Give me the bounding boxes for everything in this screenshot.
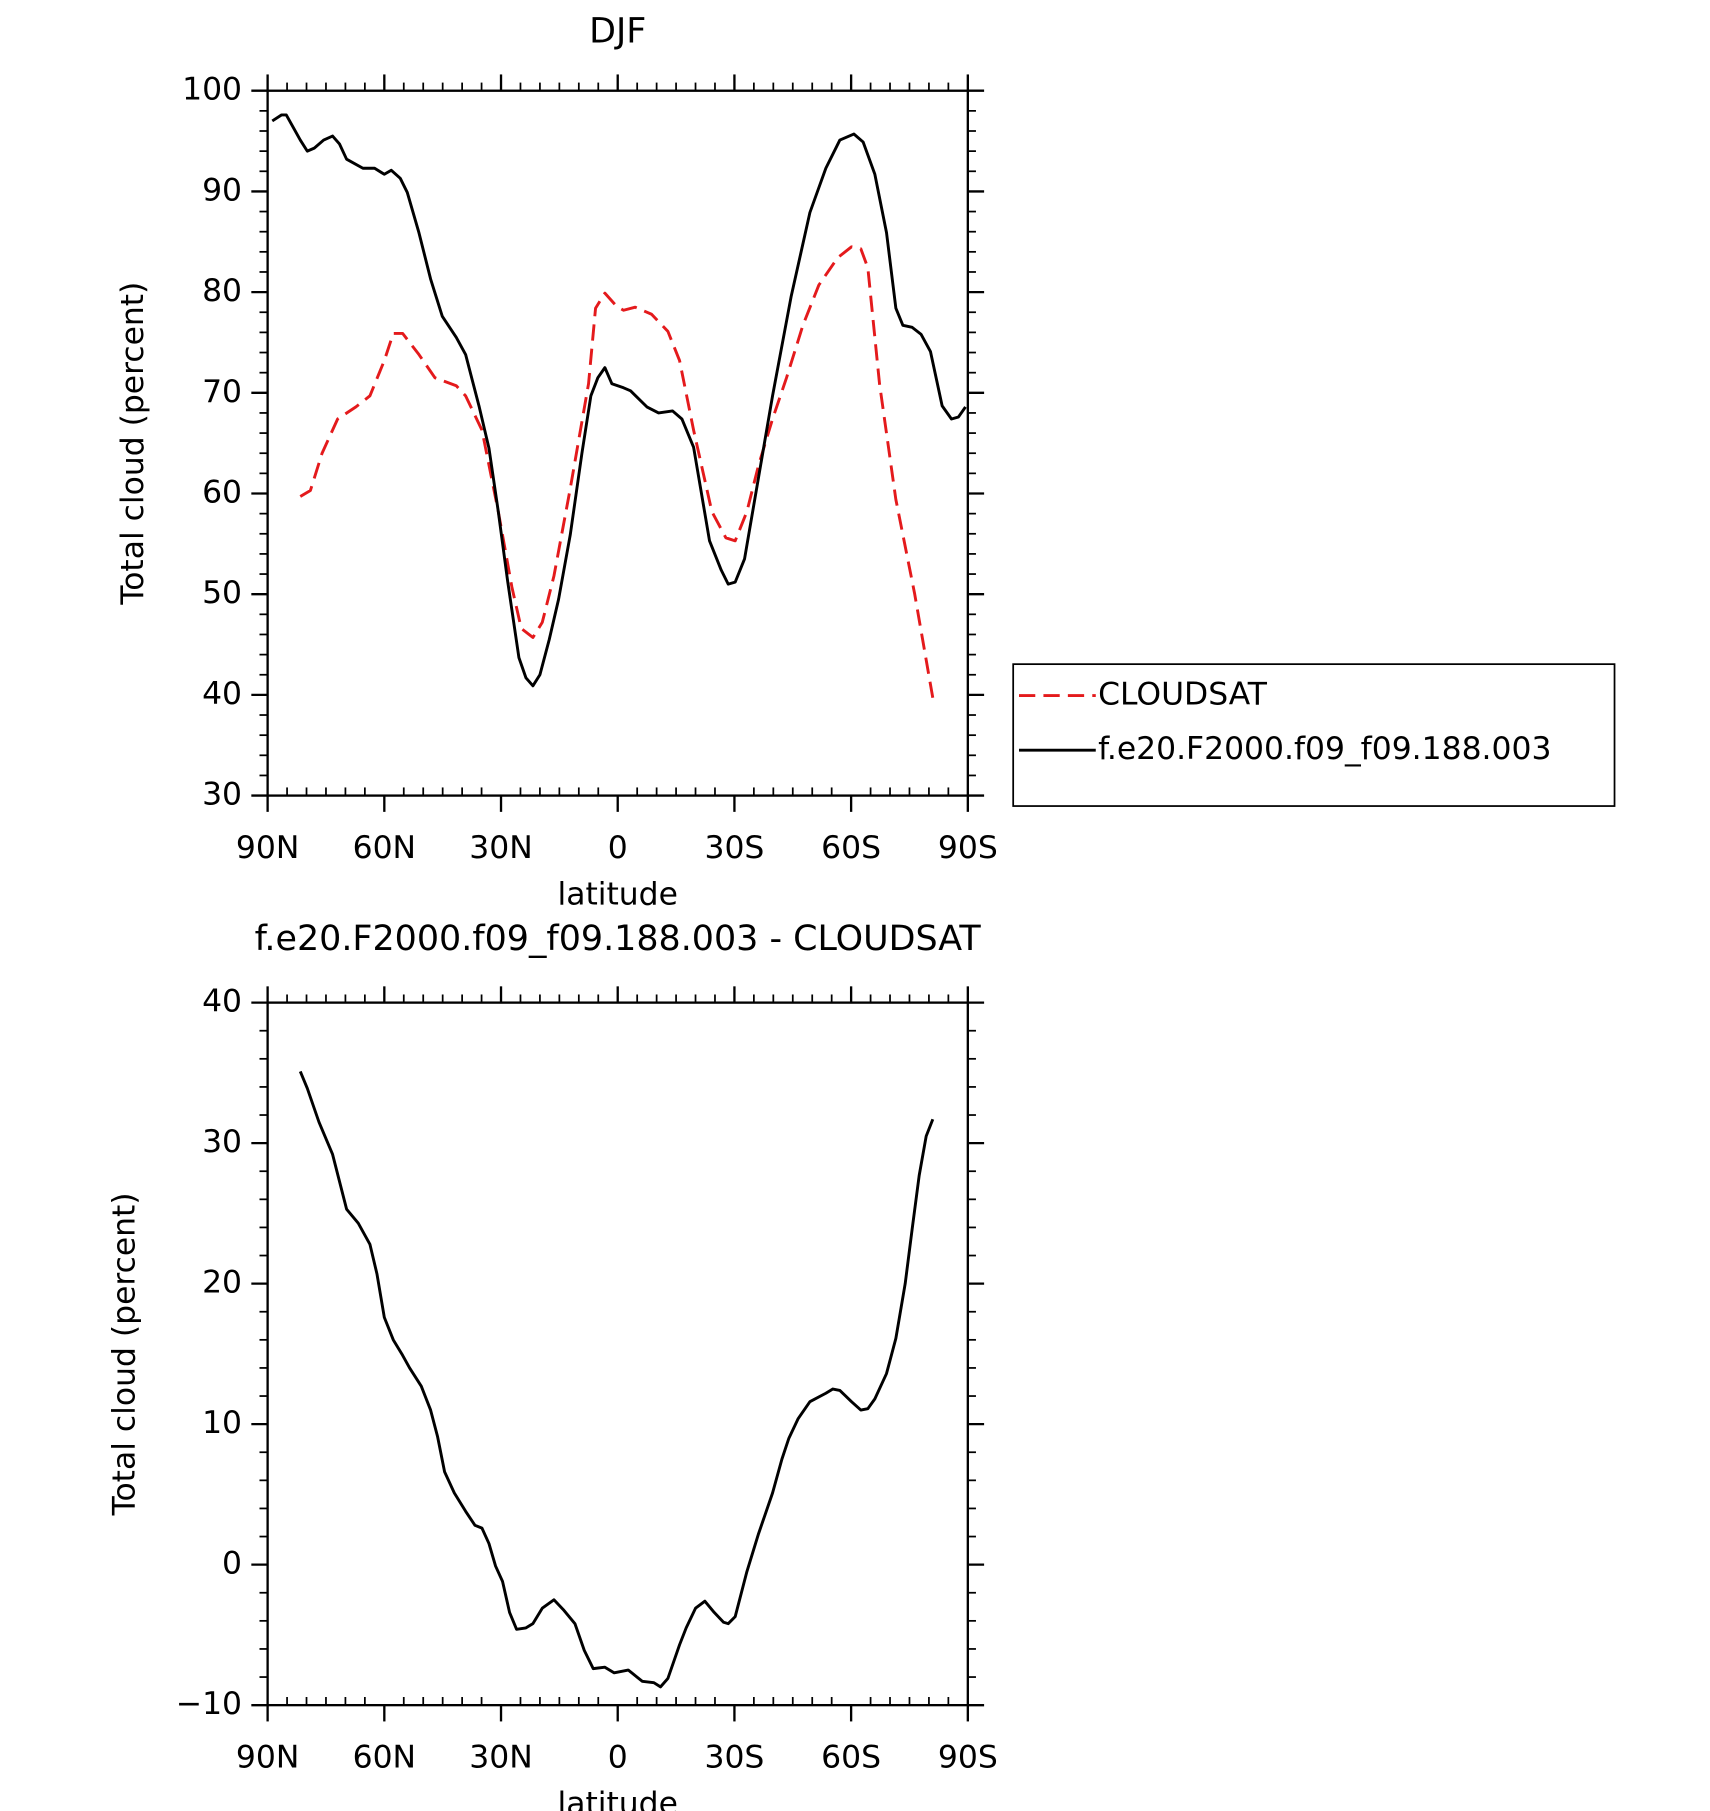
data-line (299, 245, 935, 699)
y-tick-label: 20 (202, 1265, 242, 1301)
x-tick-label: 30S (704, 1740, 764, 1776)
x-tick-label: 60S (821, 830, 881, 866)
y-tick-label: 70 (202, 374, 242, 410)
y-tick-label: −10 (176, 1686, 242, 1722)
y-tick-label: 40 (202, 984, 242, 1020)
x-tick-label: 60N (353, 830, 416, 866)
x-tick-label: 30N (469, 830, 532, 866)
data-line (271, 113, 967, 688)
x-tick-label: 90N (236, 1740, 299, 1776)
x-axis-label: latitude (558, 1786, 678, 1811)
plot-frame (266, 1001, 969, 1707)
x-tick-label: 90N (236, 830, 299, 866)
y-tick-label: 100 (182, 72, 242, 108)
legend-label: f.e20.F2000.f09_f09.188.003 (1098, 731, 1551, 767)
x-tick-label: 60N (353, 1740, 416, 1776)
y-tick-label: 60 (202, 475, 242, 511)
data-line (298, 1070, 935, 1689)
y-tick-label: 30 (202, 777, 242, 813)
y-tick-label: 50 (202, 575, 242, 611)
legend-box (1012, 663, 1616, 807)
y-tick-label: 80 (202, 273, 242, 309)
y-axis-label: Total cloud (percent) (107, 1192, 143, 1516)
x-tick-label: 0 (608, 1740, 628, 1776)
x-axis-label: latitude (558, 877, 678, 913)
x-tick-label: 60S (821, 1740, 881, 1776)
y-axis-label: Total cloud (percent) (115, 282, 151, 606)
x-tick-label: 90S (938, 830, 998, 866)
chart-title: f.e20.F2000.f09_f09.188.003 - CLOUDSAT (255, 919, 982, 959)
x-tick-label: 30N (469, 1740, 532, 1776)
x-tick-label: 90S (938, 1740, 998, 1776)
y-tick-label: 10 (202, 1405, 242, 1441)
legend-label: CLOUDSAT (1098, 677, 1268, 713)
x-tick-label: 30S (704, 830, 764, 866)
chart-title: DJF (589, 12, 646, 52)
y-tick-label: 30 (202, 1124, 242, 1160)
plot-frame (266, 89, 969, 797)
x-tick-label: 0 (608, 830, 628, 866)
y-tick-label: 90 (202, 172, 242, 208)
y-tick-label: 40 (202, 676, 242, 712)
y-tick-label: 0 (222, 1546, 242, 1582)
